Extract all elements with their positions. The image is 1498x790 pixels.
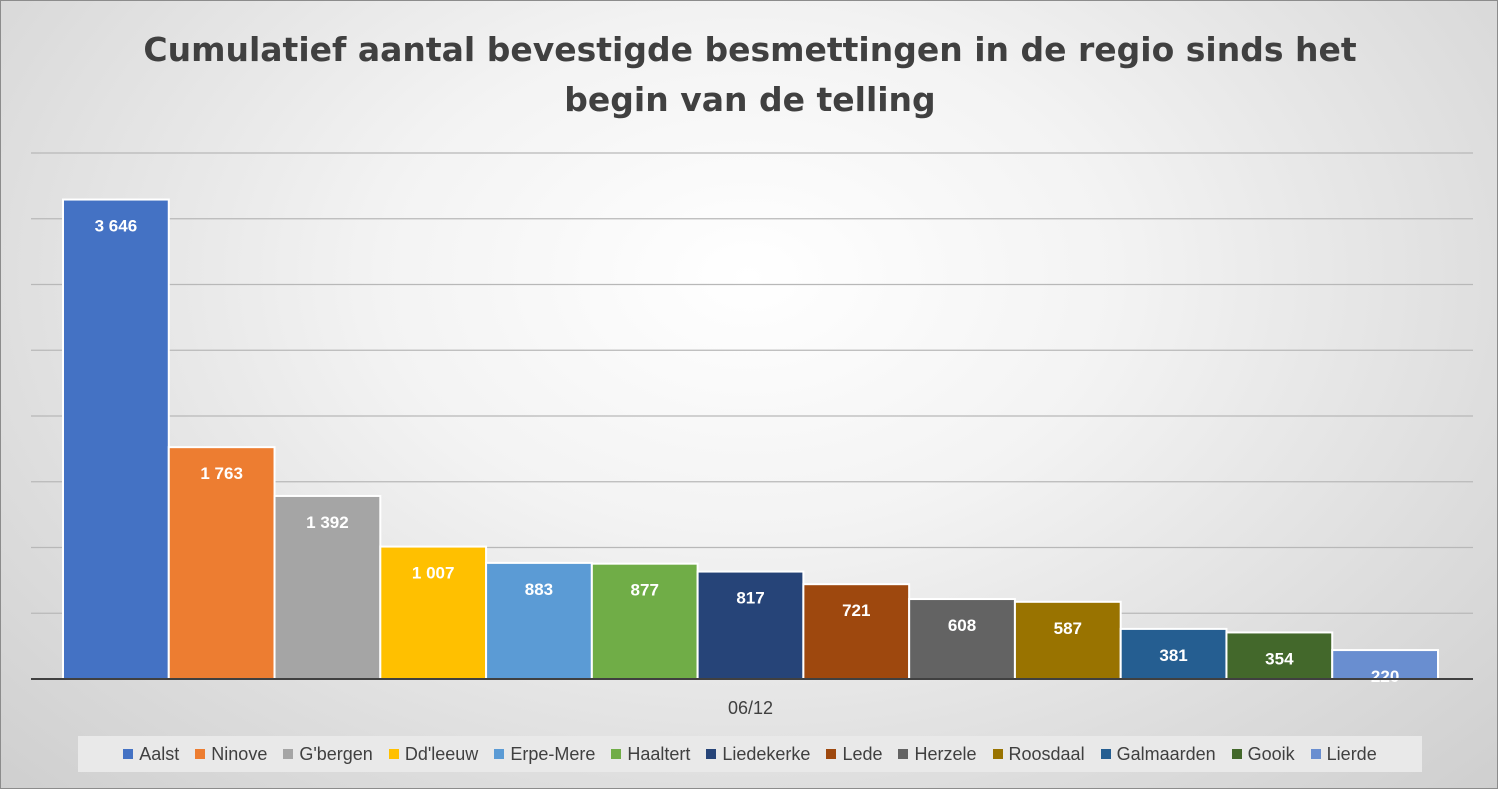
legend-item: Aalst <box>123 744 179 765</box>
legend-label: G'bergen <box>299 743 373 764</box>
data-label: 354 <box>1265 649 1294 668</box>
legend-item: Roosdaal <box>992 743 1085 765</box>
data-label: 587 <box>1054 619 1082 638</box>
bar-galmaarden <box>1119 627 1228 680</box>
legend-label: Roosdaal <box>1008 743 1085 764</box>
data-label: 1 007 <box>412 564 455 583</box>
legend-swatch <box>195 749 206 759</box>
legend-swatch <box>388 749 399 759</box>
legend-item: Herzele <box>898 743 977 765</box>
legend-swatch <box>611 749 622 759</box>
data-labels: 3 646 1 763 1 392 1 007 883 877 817 721 608 587 38… <box>95 217 1400 687</box>
bar-herzele <box>908 598 1016 680</box>
legend-item: Haaltert <box>611 744 690 765</box>
data-label: 3 646 <box>95 217 138 236</box>
legend-item: Dd'leeuw <box>388 743 479 765</box>
bar-liedekerke <box>696 570 805 681</box>
bars <box>62 198 1439 681</box>
legend-label: Ninove <box>211 743 268 764</box>
data-label: 883 <box>525 580 553 599</box>
legend-swatch <box>1100 749 1111 759</box>
bar-roosdaal <box>1013 600 1122 681</box>
legend-label: Gooik <box>1247 743 1295 764</box>
legend-item: Gooik <box>1231 743 1295 765</box>
legend-swatch <box>898 749 909 759</box>
data-label: 1 763 <box>200 464 243 483</box>
legend-label: Haaltert <box>627 743 691 764</box>
legend-item: Lierde <box>1310 743 1377 765</box>
legend-item: G'bergen <box>283 744 373 765</box>
data-label: 721 <box>842 601 870 620</box>
legend-item: Lede <box>826 744 882 765</box>
legend-label: Dd'leeuw <box>404 743 479 764</box>
legend-swatch <box>1231 749 1242 759</box>
legend-label: Aalst <box>139 743 180 764</box>
data-label: 220 <box>1371 667 1399 686</box>
bar-aalst <box>62 198 170 680</box>
legend-swatch <box>826 749 837 759</box>
legend-label: Galmaarden <box>1116 743 1216 764</box>
legend-swatch <box>1310 749 1321 759</box>
data-label: 877 <box>631 581 659 600</box>
chart-title: Cumulatief aantal bevestigde besmettinge… <box>143 30 1357 119</box>
legend: Aalst Ninove G'bergen Dd'leeuw Erpe-Mere Haal… <box>78 736 1422 772</box>
legend-label: Lierde <box>1326 743 1377 764</box>
bar-haaltert <box>590 562 699 680</box>
bar-g-bergen <box>273 494 382 680</box>
x-tick-label: 06/12 <box>728 698 773 718</box>
legend-label: Lede <box>842 743 883 764</box>
legend-swatch <box>494 749 505 759</box>
data-label: 381 <box>1159 646 1187 665</box>
bar-ninove <box>167 446 276 680</box>
legend-swatch <box>283 749 294 759</box>
legend-label: Liedekerke <box>722 743 811 764</box>
legend-label: Erpe-Mere <box>510 743 596 764</box>
bar-lede <box>802 583 911 680</box>
legend-label: Herzele <box>914 743 977 764</box>
legend-item: Liedekerke <box>706 744 810 765</box>
data-label: 817 <box>736 589 764 608</box>
legend-swatch <box>992 749 1003 759</box>
data-label: 1 392 <box>306 513 349 532</box>
legend-swatch <box>706 749 717 759</box>
legend-swatch <box>123 749 134 759</box>
legend-item: Galmaarden <box>1100 743 1216 765</box>
legend-item: Erpe-Mere <box>494 744 595 765</box>
legend-item: Ninove <box>195 744 267 765</box>
data-label: 608 <box>948 616 976 635</box>
bar-erpe-mere <box>485 561 593 680</box>
